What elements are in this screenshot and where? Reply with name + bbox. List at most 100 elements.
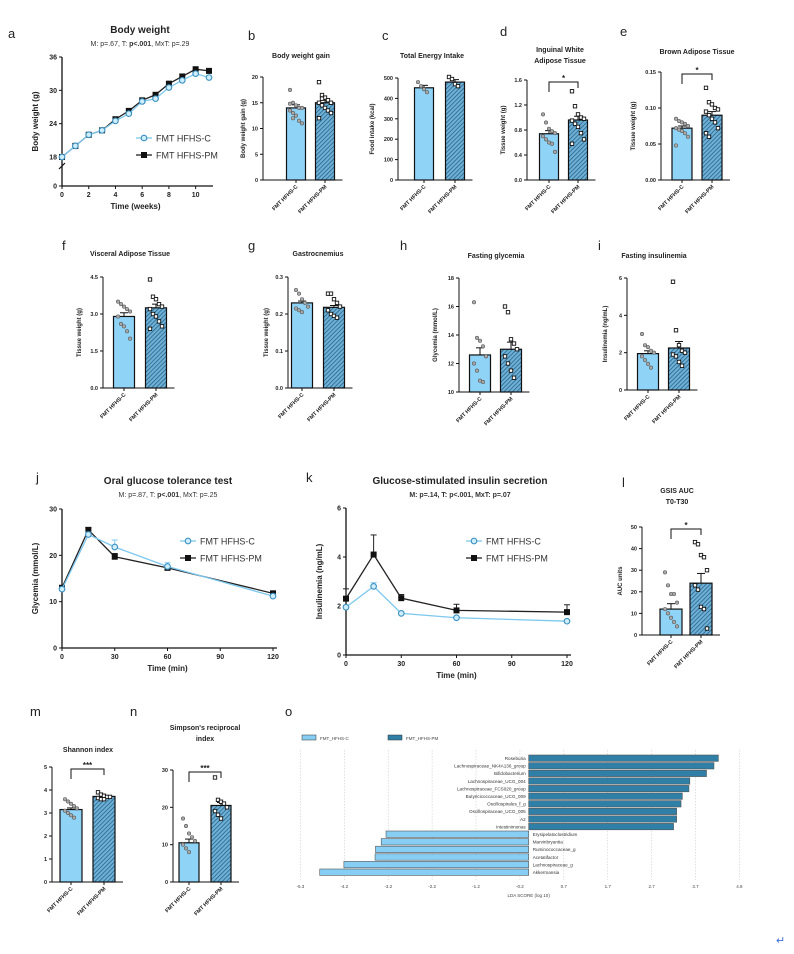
data-point-circle bbox=[471, 361, 476, 366]
panel-title: Oral glucose tolerance test bbox=[104, 476, 233, 487]
data-point-circle bbox=[674, 600, 679, 605]
lda-category-label: Marvinbryantia bbox=[533, 840, 564, 845]
data-point-circle bbox=[296, 291, 301, 296]
group-label: FMT HFHS-C bbox=[271, 184, 299, 212]
y-tick-label: 0.10 bbox=[645, 106, 656, 112]
data-point-circle bbox=[552, 131, 557, 136]
y-tick-label: 0.00 bbox=[645, 178, 656, 184]
data-point-circle bbox=[648, 365, 653, 370]
panel-o: o -5.3 -4.2 -3.2 -2.2 -1.2 -0.2 0.7 1.7 2.7 3.7 4.8… bbox=[285, 704, 743, 898]
x-tick-label: -5.3 bbox=[297, 884, 305, 889]
data-point-circle bbox=[125, 329, 130, 334]
data-point-square bbox=[156, 319, 162, 324]
bar-pm bbox=[92, 795, 116, 883]
data-point-square bbox=[325, 98, 331, 103]
data-point-circle bbox=[66, 799, 71, 804]
panel-title: Visceral Adipose Tissue bbox=[90, 251, 170, 258]
data-point-circle bbox=[293, 306, 298, 311]
data-point-square bbox=[147, 277, 153, 282]
y-tick-label: 40 bbox=[631, 547, 637, 553]
x-tick-label: 3.7 bbox=[692, 884, 699, 889]
marker-circle bbox=[85, 531, 92, 538]
panel-title: Body weight bbox=[110, 25, 170, 36]
y-tick-label: 0 bbox=[634, 633, 637, 639]
y-tick-label: 0 bbox=[53, 646, 57, 653]
y-tick-label: 0 bbox=[44, 880, 47, 886]
data-point-circle bbox=[662, 607, 667, 612]
panel-h: h Fasting glycemia 10 12 14 16 18 Glycemia (mmo… bbox=[400, 238, 530, 427]
data-point-square bbox=[569, 89, 575, 94]
x-tick-label: 30 bbox=[397, 661, 405, 668]
data-point-circle bbox=[546, 126, 551, 131]
y-axis-label: AUC units bbox=[618, 566, 624, 596]
data-point-circle bbox=[674, 624, 679, 629]
data-point-square bbox=[337, 304, 343, 309]
panel-subtitle: M: p=.14, T: p<.001, MxT: p=.07 bbox=[409, 492, 510, 499]
lda-bar bbox=[528, 807, 677, 815]
marker-circle bbox=[112, 117, 119, 125]
y-tick-label: 5 bbox=[44, 765, 47, 771]
lda-category-label: Bifidobacterium bbox=[494, 771, 526, 776]
data-point-square bbox=[505, 310, 511, 315]
marker-circle bbox=[563, 617, 571, 625]
data-point-square bbox=[703, 85, 709, 90]
data-point-circle bbox=[477, 338, 482, 343]
legend-marker-circle bbox=[184, 537, 192, 545]
lda-bar bbox=[374, 853, 529, 861]
lda-category-label: Lachnospiraceae_FCS020_group bbox=[457, 786, 526, 791]
data-point-square bbox=[328, 291, 334, 296]
data-point-square bbox=[319, 96, 325, 101]
lda-bar bbox=[528, 777, 691, 785]
series-line-control bbox=[61, 72, 210, 158]
panel-letter: h bbox=[400, 238, 407, 253]
data-point-square bbox=[514, 347, 520, 352]
data-point-circle bbox=[673, 116, 678, 121]
data-point-circle bbox=[190, 835, 195, 840]
data-point-circle bbox=[193, 838, 198, 843]
data-point-square bbox=[569, 118, 575, 123]
bar-control bbox=[659, 608, 683, 636]
data-point-circle bbox=[668, 615, 673, 620]
y-tick-label: 0 bbox=[390, 178, 393, 184]
y-tick-label: 0.1 bbox=[275, 349, 283, 355]
data-point-square bbox=[572, 104, 578, 109]
data-point-circle bbox=[116, 314, 121, 319]
y-tick-label: 0.4 bbox=[514, 153, 523, 159]
data-point-circle bbox=[69, 801, 74, 806]
data-point-circle bbox=[116, 299, 121, 304]
data-point-circle bbox=[72, 804, 77, 809]
panel-letter: b bbox=[248, 28, 255, 43]
panel-letter: j bbox=[35, 470, 39, 485]
data-point-square bbox=[334, 315, 340, 320]
data-point-circle bbox=[540, 112, 545, 117]
marker-circle bbox=[453, 614, 460, 622]
panel-title: Simpson's reciprocal bbox=[170, 725, 241, 732]
y-axis-label: Tissue weight (g) bbox=[501, 106, 507, 155]
data-point-square bbox=[508, 337, 514, 342]
group-label: FMT HFHS-C bbox=[455, 396, 483, 424]
legend-label: FMT HFHS-PM bbox=[200, 554, 262, 564]
panel-title: Fasting insulinemia bbox=[621, 253, 686, 260]
data-point-circle bbox=[299, 105, 304, 110]
data-point-circle bbox=[639, 331, 644, 336]
data-point-square bbox=[575, 112, 581, 117]
y-tick-label: 2 bbox=[337, 604, 341, 611]
data-point-square bbox=[692, 539, 698, 545]
y-tick-label: 30 bbox=[49, 88, 57, 95]
y-tick-label: 4.5 bbox=[90, 275, 98, 281]
panel-c: c Total Energy Intake 0 100 200 300 400 500 Food… bbox=[370, 28, 473, 215]
y-tick-label: 20 bbox=[631, 590, 637, 596]
y-tick-label: 1.6 bbox=[514, 78, 522, 84]
data-point-circle bbox=[480, 380, 485, 385]
legend-swatch bbox=[301, 734, 317, 741]
data-point-square bbox=[581, 137, 587, 142]
data-point-square bbox=[511, 341, 517, 346]
marker-circle bbox=[370, 583, 377, 590]
y-tick-label: 0 bbox=[255, 178, 258, 184]
panel-subtitle: M: p=.87, T: p<.001, MxT: p=.25 bbox=[119, 492, 218, 499]
lda-category-label: Lachnospiraceae_g bbox=[533, 862, 574, 867]
lda-bar bbox=[380, 838, 530, 846]
y-tick-label: 100 bbox=[384, 158, 393, 164]
data-point-circle bbox=[293, 103, 298, 108]
